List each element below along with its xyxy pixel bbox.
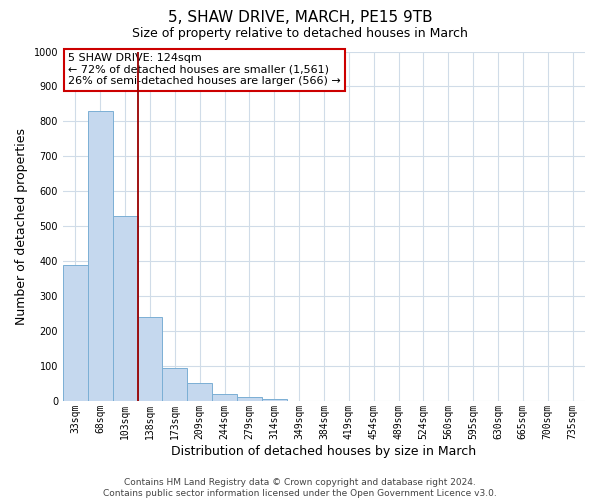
Bar bbox=[187, 384, 212, 401]
Text: 5 SHAW DRIVE: 124sqm
← 72% of detached houses are smaller (1,561)
26% of semi-de: 5 SHAW DRIVE: 124sqm ← 72% of detached h… bbox=[68, 53, 341, 86]
Bar bbox=[237, 398, 262, 401]
Y-axis label: Number of detached properties: Number of detached properties bbox=[15, 128, 28, 324]
Text: Size of property relative to detached houses in March: Size of property relative to detached ho… bbox=[132, 28, 468, 40]
Bar bbox=[212, 394, 237, 401]
Bar bbox=[88, 111, 113, 401]
Bar bbox=[137, 317, 163, 401]
Bar bbox=[63, 264, 88, 401]
Text: Contains HM Land Registry data © Crown copyright and database right 2024.
Contai: Contains HM Land Registry data © Crown c… bbox=[103, 478, 497, 498]
Bar bbox=[262, 399, 287, 401]
X-axis label: Distribution of detached houses by size in March: Distribution of detached houses by size … bbox=[172, 444, 476, 458]
Bar bbox=[163, 368, 187, 401]
Bar bbox=[113, 216, 137, 401]
Text: 5, SHAW DRIVE, MARCH, PE15 9TB: 5, SHAW DRIVE, MARCH, PE15 9TB bbox=[167, 10, 433, 25]
